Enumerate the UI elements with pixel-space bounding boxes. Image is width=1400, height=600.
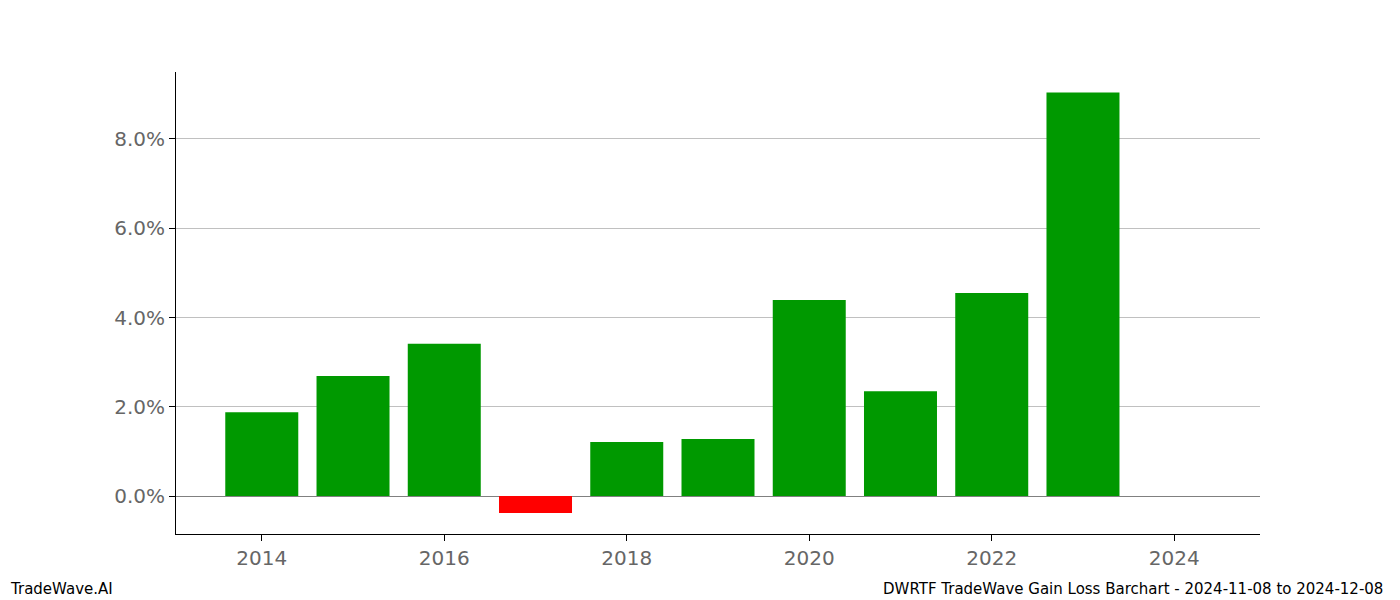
svg-text:8.0%: 8.0% [114,127,165,151]
svg-text:2014: 2014 [236,546,287,570]
svg-text:0.0%: 0.0% [114,484,165,508]
svg-text:2018: 2018 [601,546,652,570]
svg-text:6.0%: 6.0% [114,216,165,240]
svg-text:4.0%: 4.0% [114,306,165,330]
svg-text:2020: 2020 [784,546,835,570]
svg-text:2016: 2016 [419,546,470,570]
svg-text:2.0%: 2.0% [114,395,165,419]
svg-text:2022: 2022 [966,546,1017,570]
svg-text:TradeWave.AI: TradeWave.AI [10,580,113,598]
svg-text:2024: 2024 [1149,546,1200,570]
svg-text:DWRTF TradeWave Gain Loss Barc: DWRTF TradeWave Gain Loss Barchart - 202… [883,580,1383,598]
